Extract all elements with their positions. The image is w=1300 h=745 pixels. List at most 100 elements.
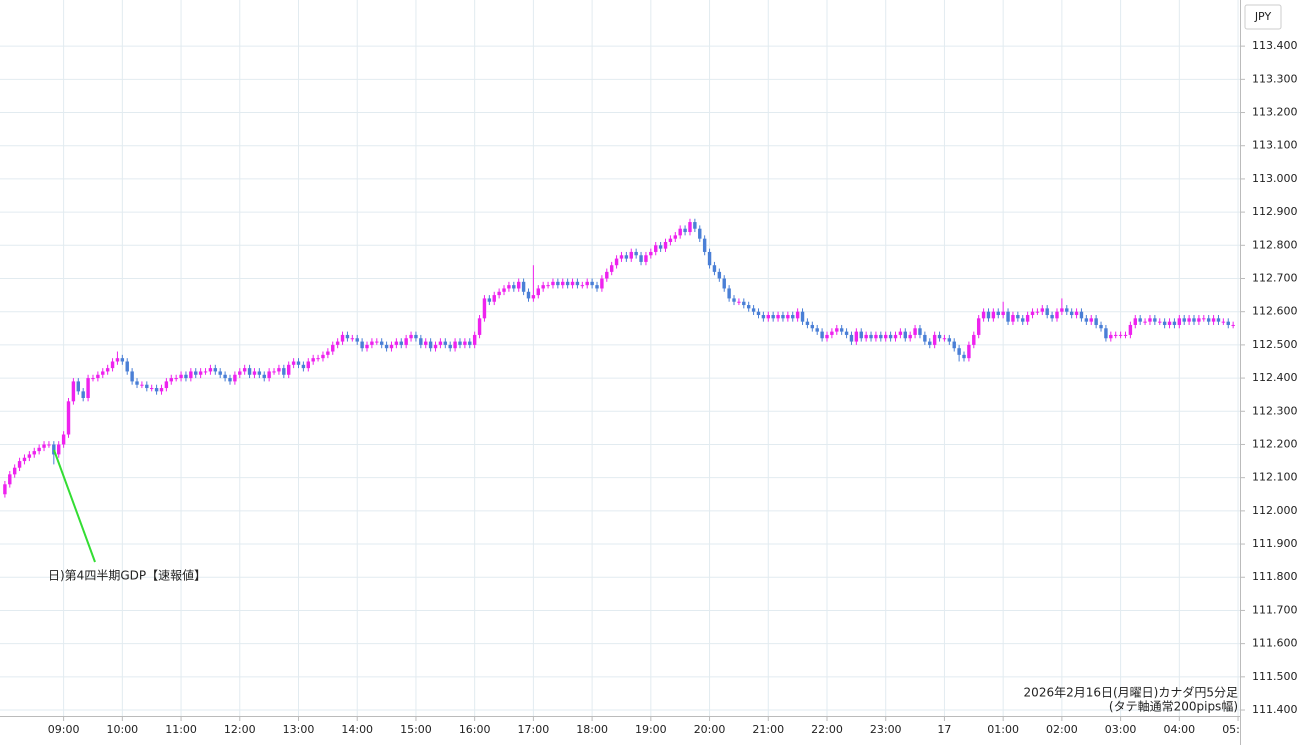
candle-body bbox=[654, 245, 658, 252]
candle-body bbox=[1094, 318, 1098, 325]
candle-body bbox=[345, 334, 350, 339]
currency-box bbox=[1244, 4, 1282, 30]
candle-body bbox=[296, 361, 301, 365]
x-tick-label: 01:00 bbox=[987, 723, 1019, 736]
candle-body bbox=[321, 354, 325, 359]
y-tick-label: 111.800 bbox=[1252, 570, 1298, 583]
candle-body bbox=[71, 381, 76, 402]
candle-body bbox=[884, 334, 888, 339]
candle-body bbox=[8, 474, 12, 485]
x-tick-label: 14:00 bbox=[341, 723, 373, 736]
candle-body bbox=[1011, 315, 1015, 322]
candle-body bbox=[962, 354, 966, 359]
candle-body bbox=[433, 344, 438, 349]
candle-body bbox=[306, 361, 310, 369]
candle-body bbox=[820, 331, 824, 339]
candle-body bbox=[1016, 315, 1020, 319]
candle-body bbox=[179, 374, 183, 379]
candle-body bbox=[766, 315, 770, 319]
candle-body bbox=[512, 285, 516, 289]
candle-body bbox=[228, 378, 232, 382]
candle-body bbox=[189, 371, 193, 379]
candle-body bbox=[477, 318, 482, 335]
candle-body bbox=[1231, 324, 1235, 326]
candle-body bbox=[1206, 318, 1211, 322]
candle-body bbox=[22, 457, 27, 462]
candle-body bbox=[1187, 318, 1191, 322]
y-tick-label: 111.900 bbox=[1252, 537, 1298, 550]
candle-body bbox=[732, 298, 736, 302]
candle-body bbox=[1021, 318, 1025, 322]
candle-body bbox=[149, 388, 154, 390]
candle-body bbox=[1167, 321, 1172, 325]
candle-body bbox=[404, 338, 408, 345]
candle-body bbox=[154, 388, 159, 392]
candle-body bbox=[580, 285, 585, 287]
y-tick-label: 112.400 bbox=[1252, 371, 1298, 384]
candle-body bbox=[521, 281, 526, 292]
candle-body bbox=[918, 328, 922, 335]
x-tick-label: 04:00 bbox=[1163, 723, 1195, 736]
candle-body bbox=[3, 484, 7, 495]
candle-body bbox=[614, 258, 619, 266]
candle-body bbox=[12, 467, 17, 475]
candle-body bbox=[203, 371, 208, 373]
candle-body bbox=[805, 321, 810, 325]
y-tick-label: 112.500 bbox=[1252, 338, 1298, 351]
candle-body bbox=[1211, 318, 1216, 322]
candle-body bbox=[487, 298, 492, 302]
candle-body bbox=[326, 351, 330, 355]
candle-body bbox=[683, 228, 687, 233]
x-tick-label: 23:00 bbox=[870, 723, 902, 736]
candle-body bbox=[384, 344, 389, 349]
candle-body bbox=[830, 331, 834, 335]
candle-body bbox=[957, 348, 961, 355]
candle-body bbox=[194, 371, 198, 375]
x-tick-label: 03:00 bbox=[1105, 723, 1137, 736]
x-tick-label: 19:00 bbox=[635, 723, 667, 736]
candle-body bbox=[1162, 321, 1167, 325]
candle-body bbox=[1035, 311, 1040, 313]
candle-body bbox=[541, 285, 545, 289]
y-tick-label: 111.500 bbox=[1252, 670, 1298, 683]
candle-body bbox=[409, 334, 413, 339]
candle-body bbox=[468, 341, 472, 345]
candle-body bbox=[47, 444, 51, 446]
candle-body bbox=[419, 338, 423, 345]
candle-body bbox=[678, 228, 682, 236]
candle-body bbox=[722, 278, 726, 289]
candle-body bbox=[262, 374, 266, 379]
candle-body bbox=[932, 334, 937, 345]
candle-body bbox=[331, 344, 335, 352]
y-tick-label: 112.000 bbox=[1252, 504, 1298, 517]
candle-body bbox=[898, 331, 903, 335]
candle-body bbox=[1050, 315, 1054, 319]
candle-body bbox=[869, 334, 873, 339]
candle-body bbox=[277, 368, 281, 372]
annotation: 日)第4四半期GDP【速報値】 bbox=[48, 568, 206, 583]
candle-body bbox=[1109, 334, 1113, 339]
candle-body bbox=[272, 371, 276, 373]
candle-body bbox=[605, 271, 609, 279]
candle-body bbox=[565, 281, 570, 286]
candle-body bbox=[1158, 321, 1162, 323]
candle-body bbox=[1153, 318, 1157, 322]
candle-body bbox=[1025, 315, 1030, 322]
candle-body bbox=[1128, 324, 1133, 335]
candle-body bbox=[649, 251, 653, 256]
candle-body bbox=[800, 311, 805, 322]
grid bbox=[0, 0, 1240, 716]
candle-body bbox=[198, 371, 203, 375]
candle-body bbox=[242, 368, 247, 372]
candle-body bbox=[1172, 321, 1177, 325]
candle-body bbox=[531, 295, 536, 299]
candle-body bbox=[1123, 334, 1128, 336]
candle-body bbox=[76, 381, 81, 392]
candle-body bbox=[463, 341, 467, 345]
candle-body bbox=[42, 444, 46, 448]
candle-body bbox=[335, 341, 340, 345]
annotation-pointer bbox=[53, 449, 96, 563]
y-tick-label: 112.900 bbox=[1252, 205, 1298, 218]
candle-body bbox=[1104, 328, 1108, 339]
candle-body bbox=[414, 334, 418, 339]
